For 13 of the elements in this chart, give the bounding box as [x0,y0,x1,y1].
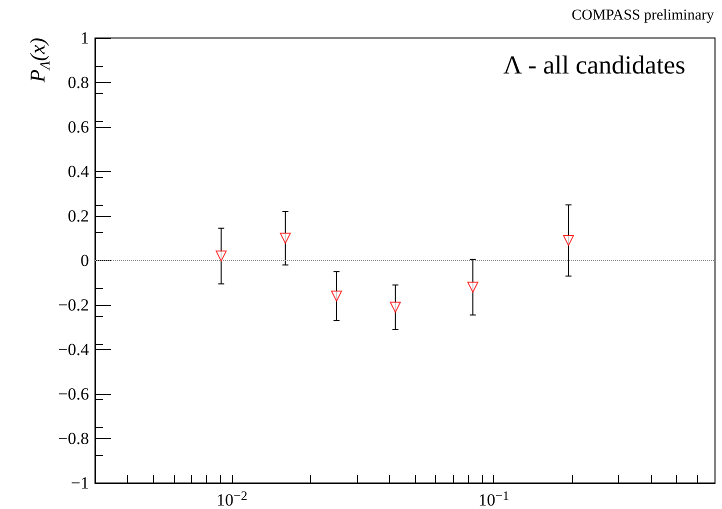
y-tick-label: 0.6 [68,118,89,136]
y-tick-label: 1 [80,28,89,48]
y-tick-label: 0.8 [68,73,89,92]
y-tick-label: −1 [70,474,89,492]
text: COMPASS preliminary [572,8,714,24]
y-tick-label: −0.4 [58,340,90,359]
annotation: Λ - all candidates [503,50,686,80]
y-tick-label: 0.2 [68,206,89,226]
y-tick-label: −0.8 [58,429,89,448]
y-tick-label: 0.4 [68,162,90,181]
y-tick-label: −0.2 [58,296,89,314]
y-tick-label: 0 [80,251,89,270]
y-tick-label: −0.6 [58,384,89,404]
